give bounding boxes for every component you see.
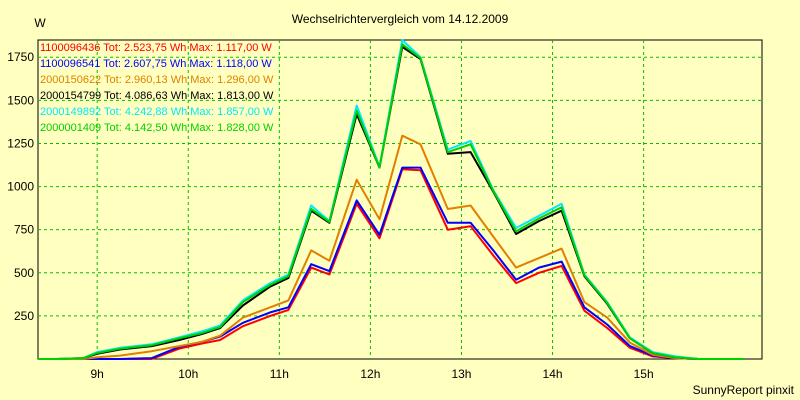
legend: 1100096436 Tot: 2.523,75 Wh Max: 1.117,0…	[40, 42, 274, 134]
y-tick-label: 500	[14, 266, 34, 280]
y-axis: 250 500 750 1000 1250 1500 1750	[7, 50, 34, 323]
series-line-2000150622	[38, 134, 744, 360]
y-tick-label: 1000	[7, 180, 34, 194]
y-tick-label: 1500	[7, 93, 34, 107]
chart-title: Wechselrichtervergleich vom 14.12.2009	[292, 12, 509, 26]
legend-entry: 2000154799 Tot: 4.086,63 Wh Max: 1.813,0…	[40, 90, 274, 102]
x-tick-label: 12h	[360, 367, 380, 381]
legend-entry: 1100096436 Tot: 2.523,75 Wh Max: 1.117,0…	[40, 42, 272, 54]
x-tick-label: 13h	[451, 367, 471, 381]
legend-entry: 2000001409 Tot: 4.142,50 Wh Max: 1.828,0…	[40, 122, 274, 134]
series-line-2000001409	[38, 43, 744, 360]
y-tick-label: 750	[14, 223, 34, 237]
x-tick-label: 14h	[543, 367, 563, 381]
x-tick-label: 10h	[178, 367, 198, 381]
x-axis: 9h 10h 11h 12h 13h 14h 15h	[91, 367, 654, 381]
y-axis-label: W	[34, 16, 46, 30]
plot-area	[37, 39, 763, 360]
y-tick-label: 250	[14, 309, 34, 323]
y-tick-label: 1750	[7, 50, 34, 64]
x-tick-label: 11h	[270, 367, 289, 381]
legend-entry: 2000149892 Tot: 4.242,88 Wh Max: 1.857,0…	[40, 106, 274, 118]
y-tick-label: 1250	[7, 136, 34, 150]
x-tick-label: 15h	[634, 367, 654, 381]
x-tick-label: 9h	[91, 367, 104, 381]
footer-credit: SunnyReport pinxit	[693, 383, 795, 397]
series-line-1100096541	[38, 166, 744, 360]
legend-entry: 2000150622 Tot: 2.960,13 Wh Max: 1.296,0…	[40, 74, 274, 86]
legend-entry: 1100096541 Tot: 2.607,75 Wh Max: 1.118,0…	[40, 58, 272, 70]
series-group	[38, 39, 744, 360]
